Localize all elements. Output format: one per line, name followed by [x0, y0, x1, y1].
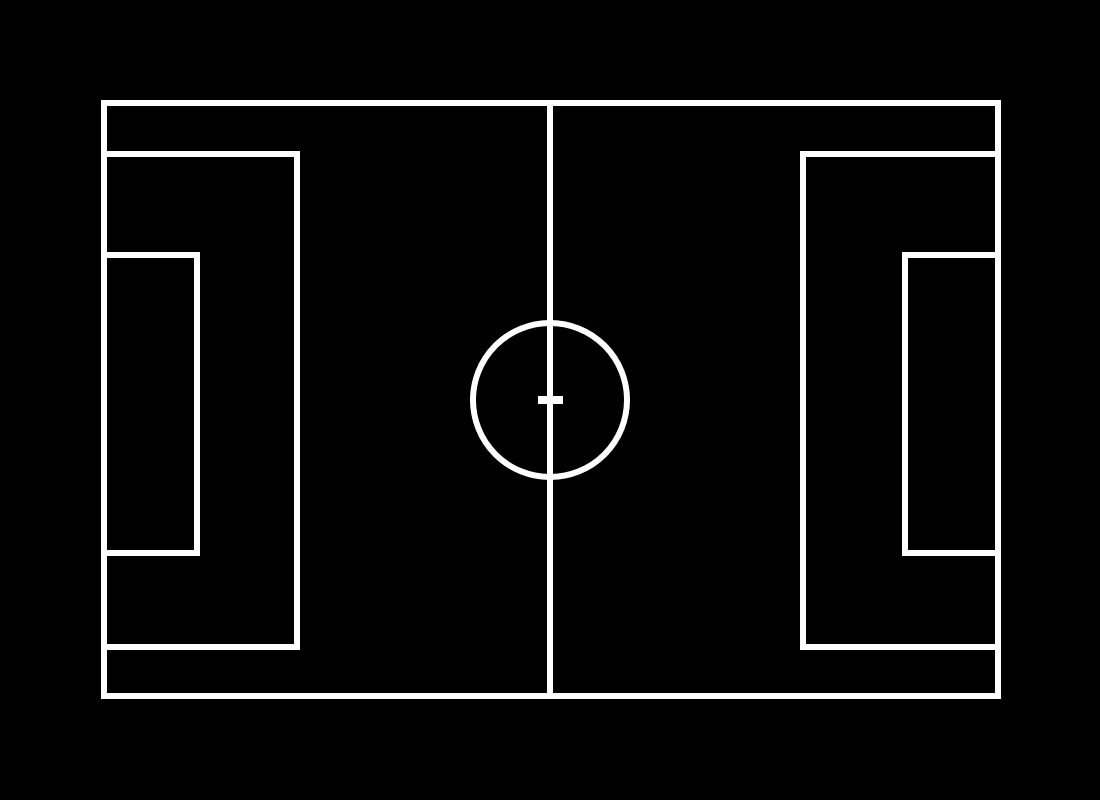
right-goal-area [902, 252, 998, 556]
center-circle [470, 320, 630, 480]
left-penalty-area [104, 151, 300, 650]
center-spot [538, 396, 563, 404]
right-penalty-area [800, 151, 998, 650]
left-goal-area [104, 252, 200, 556]
